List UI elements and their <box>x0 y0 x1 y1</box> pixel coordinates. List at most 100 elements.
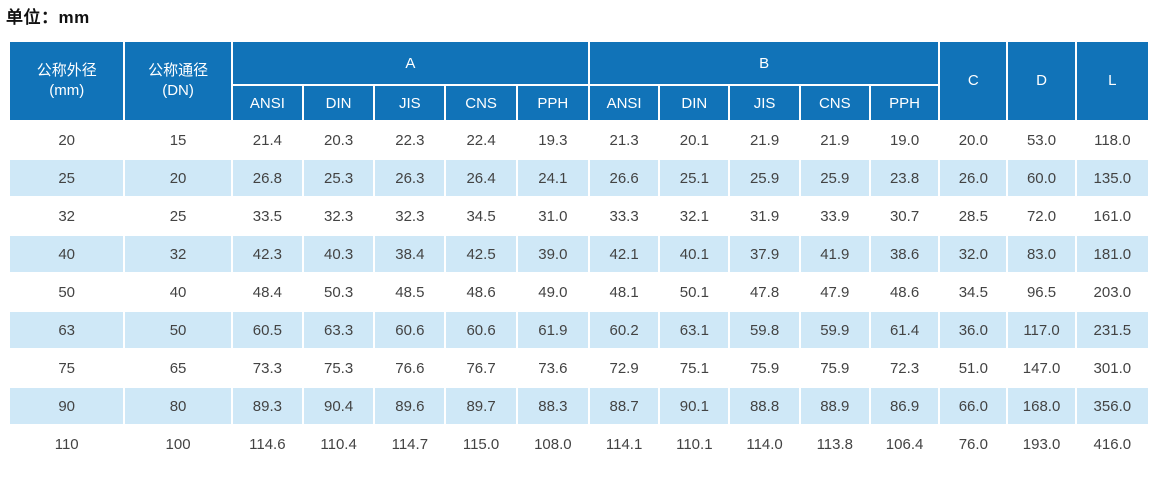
header-standard-b-pph: PPH <box>868 84 941 122</box>
table-row: 25 20 26.8 25.3 26.3 26.4 24.1 26.6 25.1 25.9 25.9… <box>7 158 1150 198</box>
table-cell: 61.4 <box>868 310 941 350</box>
header-outer-diameter-line1: 公称外径 <box>36 61 97 79</box>
table-cell: 110 <box>7 424 126 464</box>
table-cell: 231.5 <box>1074 310 1150 350</box>
table-cell: 60.2 <box>587 310 661 350</box>
table-cell: 39.0 <box>515 234 590 274</box>
header-standard-b-ansi: ANSI <box>587 84 661 122</box>
table-cell: 88.8 <box>728 386 801 426</box>
dimension-spec-table: 公称外径 (mm) 公称通径 (DN) A B C D L ANSI DIN JIS… <box>7 40 1150 464</box>
table-cell: 48.1 <box>587 272 661 312</box>
table-cell: 32.0 <box>938 234 1009 274</box>
table-row: 20 15 21.4 20.3 22.3 22.4 19.3 21.3 20.1 21.9 21.9… <box>7 120 1150 160</box>
table-cell: 15 <box>123 120 233 160</box>
table-cell: 25 <box>7 158 126 198</box>
table-cell: 33.9 <box>798 196 871 236</box>
table-cell: 26.6 <box>587 158 661 198</box>
table-cell: 34.5 <box>938 272 1009 312</box>
table-cell: 113.8 <box>798 424 871 464</box>
table-cell: 48.5 <box>373 272 447 312</box>
header-standard-a-jis: JIS <box>373 84 447 122</box>
table-row: 32 25 33.5 32.3 32.3 34.5 31.0 33.3 32.1 31.9 33.9… <box>7 196 1150 236</box>
table-cell: 100 <box>123 424 233 464</box>
table-cell: 63.3 <box>301 310 376 350</box>
table-cell: 50 <box>7 272 126 312</box>
table-cell: 22.4 <box>444 120 518 160</box>
table-cell: 108.0 <box>515 424 590 464</box>
table-cell: 193.0 <box>1006 424 1077 464</box>
table-cell: 31.9 <box>728 196 801 236</box>
table-cell: 60.0 <box>1006 158 1077 198</box>
table-cell: 42.5 <box>444 234 518 274</box>
table-header: 公称外径 (mm) 公称通径 (DN) A B C D L ANSI DIN JIS… <box>7 40 1150 122</box>
table-cell: 76.6 <box>373 348 447 388</box>
table-cell: 59.9 <box>798 310 871 350</box>
table-row: 50 40 48.4 50.3 48.5 48.6 49.0 48.1 50.1 47.8 47.9… <box>7 272 1150 312</box>
header-standard-b-jis: JIS <box>728 84 801 122</box>
table-cell: 31.0 <box>515 196 590 236</box>
table-cell: 25.9 <box>728 158 801 198</box>
unit-label: 单位：mm <box>6 8 90 27</box>
table-cell: 49.0 <box>515 272 590 312</box>
table-cell: 75.3 <box>301 348 376 388</box>
header-standard-b-cns: CNS <box>798 84 871 122</box>
table-cell: 32.1 <box>658 196 731 236</box>
table-cell: 114.1 <box>587 424 661 464</box>
table-cell: 118.0 <box>1074 120 1150 160</box>
table-cell: 66.0 <box>938 386 1009 426</box>
table-body: 20 15 21.4 20.3 22.3 22.4 19.3 21.3 20.1 21.9 21.9… <box>7 120 1150 464</box>
table-cell: 75 <box>7 348 126 388</box>
header-standard-a-pph: PPH <box>515 84 590 122</box>
table-cell: 60.6 <box>444 310 518 350</box>
table-cell: 40.1 <box>658 234 731 274</box>
table-cell: 50.3 <box>301 272 376 312</box>
table-row: 75 65 73.3 75.3 76.6 76.7 73.6 72.9 75.1 75.9 75.9… <box>7 348 1150 388</box>
table-cell: 32 <box>123 234 233 274</box>
table-cell: 88.3 <box>515 386 590 426</box>
table-cell: 61.9 <box>515 310 590 350</box>
header-nominal-diameter: 公称通径 (DN) <box>123 40 233 122</box>
table-cell: 40.3 <box>301 234 376 274</box>
table-cell: 20.0 <box>938 120 1009 160</box>
table-cell: 26.3 <box>373 158 447 198</box>
table-cell: 48.6 <box>868 272 941 312</box>
table-cell: 33.3 <box>587 196 661 236</box>
table-cell: 42.1 <box>587 234 661 274</box>
table-cell: 88.7 <box>587 386 661 426</box>
table-cell: 19.3 <box>515 120 590 160</box>
table-cell: 89.7 <box>444 386 518 426</box>
table-cell: 75.1 <box>658 348 731 388</box>
table-cell: 32.3 <box>373 196 447 236</box>
header-standard-a-ansi: ANSI <box>230 84 304 122</box>
table-cell: 63.1 <box>658 310 731 350</box>
table-cell: 47.8 <box>728 272 801 312</box>
header-standard-b-din: DIN <box>658 84 731 122</box>
table-cell: 23.8 <box>868 158 941 198</box>
table-cell: 96.5 <box>1006 272 1077 312</box>
table-row: 110 100 114.6 110.4 114.7 115.0 108.0 114.1 110.… <box>7 424 1150 464</box>
table-cell: 181.0 <box>1074 234 1150 274</box>
table-cell: 40 <box>123 272 233 312</box>
table-row: 40 32 42.3 40.3 38.4 42.5 39.0 42.1 40.1 37.9 41.9… <box>7 234 1150 274</box>
table-cell: 73.6 <box>515 348 590 388</box>
table-cell: 135.0 <box>1074 158 1150 198</box>
header-l: L <box>1074 40 1150 122</box>
table-cell: 26.4 <box>444 158 518 198</box>
table-cell: 86.9 <box>868 386 941 426</box>
table-cell: 110.4 <box>301 424 376 464</box>
header-nominal-diameter-line1: 公称通径 <box>148 61 209 79</box>
table-cell: 32 <box>7 196 126 236</box>
table-cell: 90 <box>7 386 126 426</box>
table-cell: 25.1 <box>658 158 731 198</box>
table-cell: 32.3 <box>301 196 376 236</box>
table-cell: 21.9 <box>728 120 801 160</box>
table-cell: 88.9 <box>798 386 871 426</box>
table-cell: 20.1 <box>658 120 731 160</box>
table-cell: 50 <box>123 310 233 350</box>
table-cell: 356.0 <box>1074 386 1150 426</box>
table-cell: 89.3 <box>230 386 304 426</box>
header-group-row: 公称外径 (mm) 公称通径 (DN) A B C D L <box>7 40 1150 122</box>
table-cell: 47.9 <box>798 272 871 312</box>
table-cell: 203.0 <box>1074 272 1150 312</box>
